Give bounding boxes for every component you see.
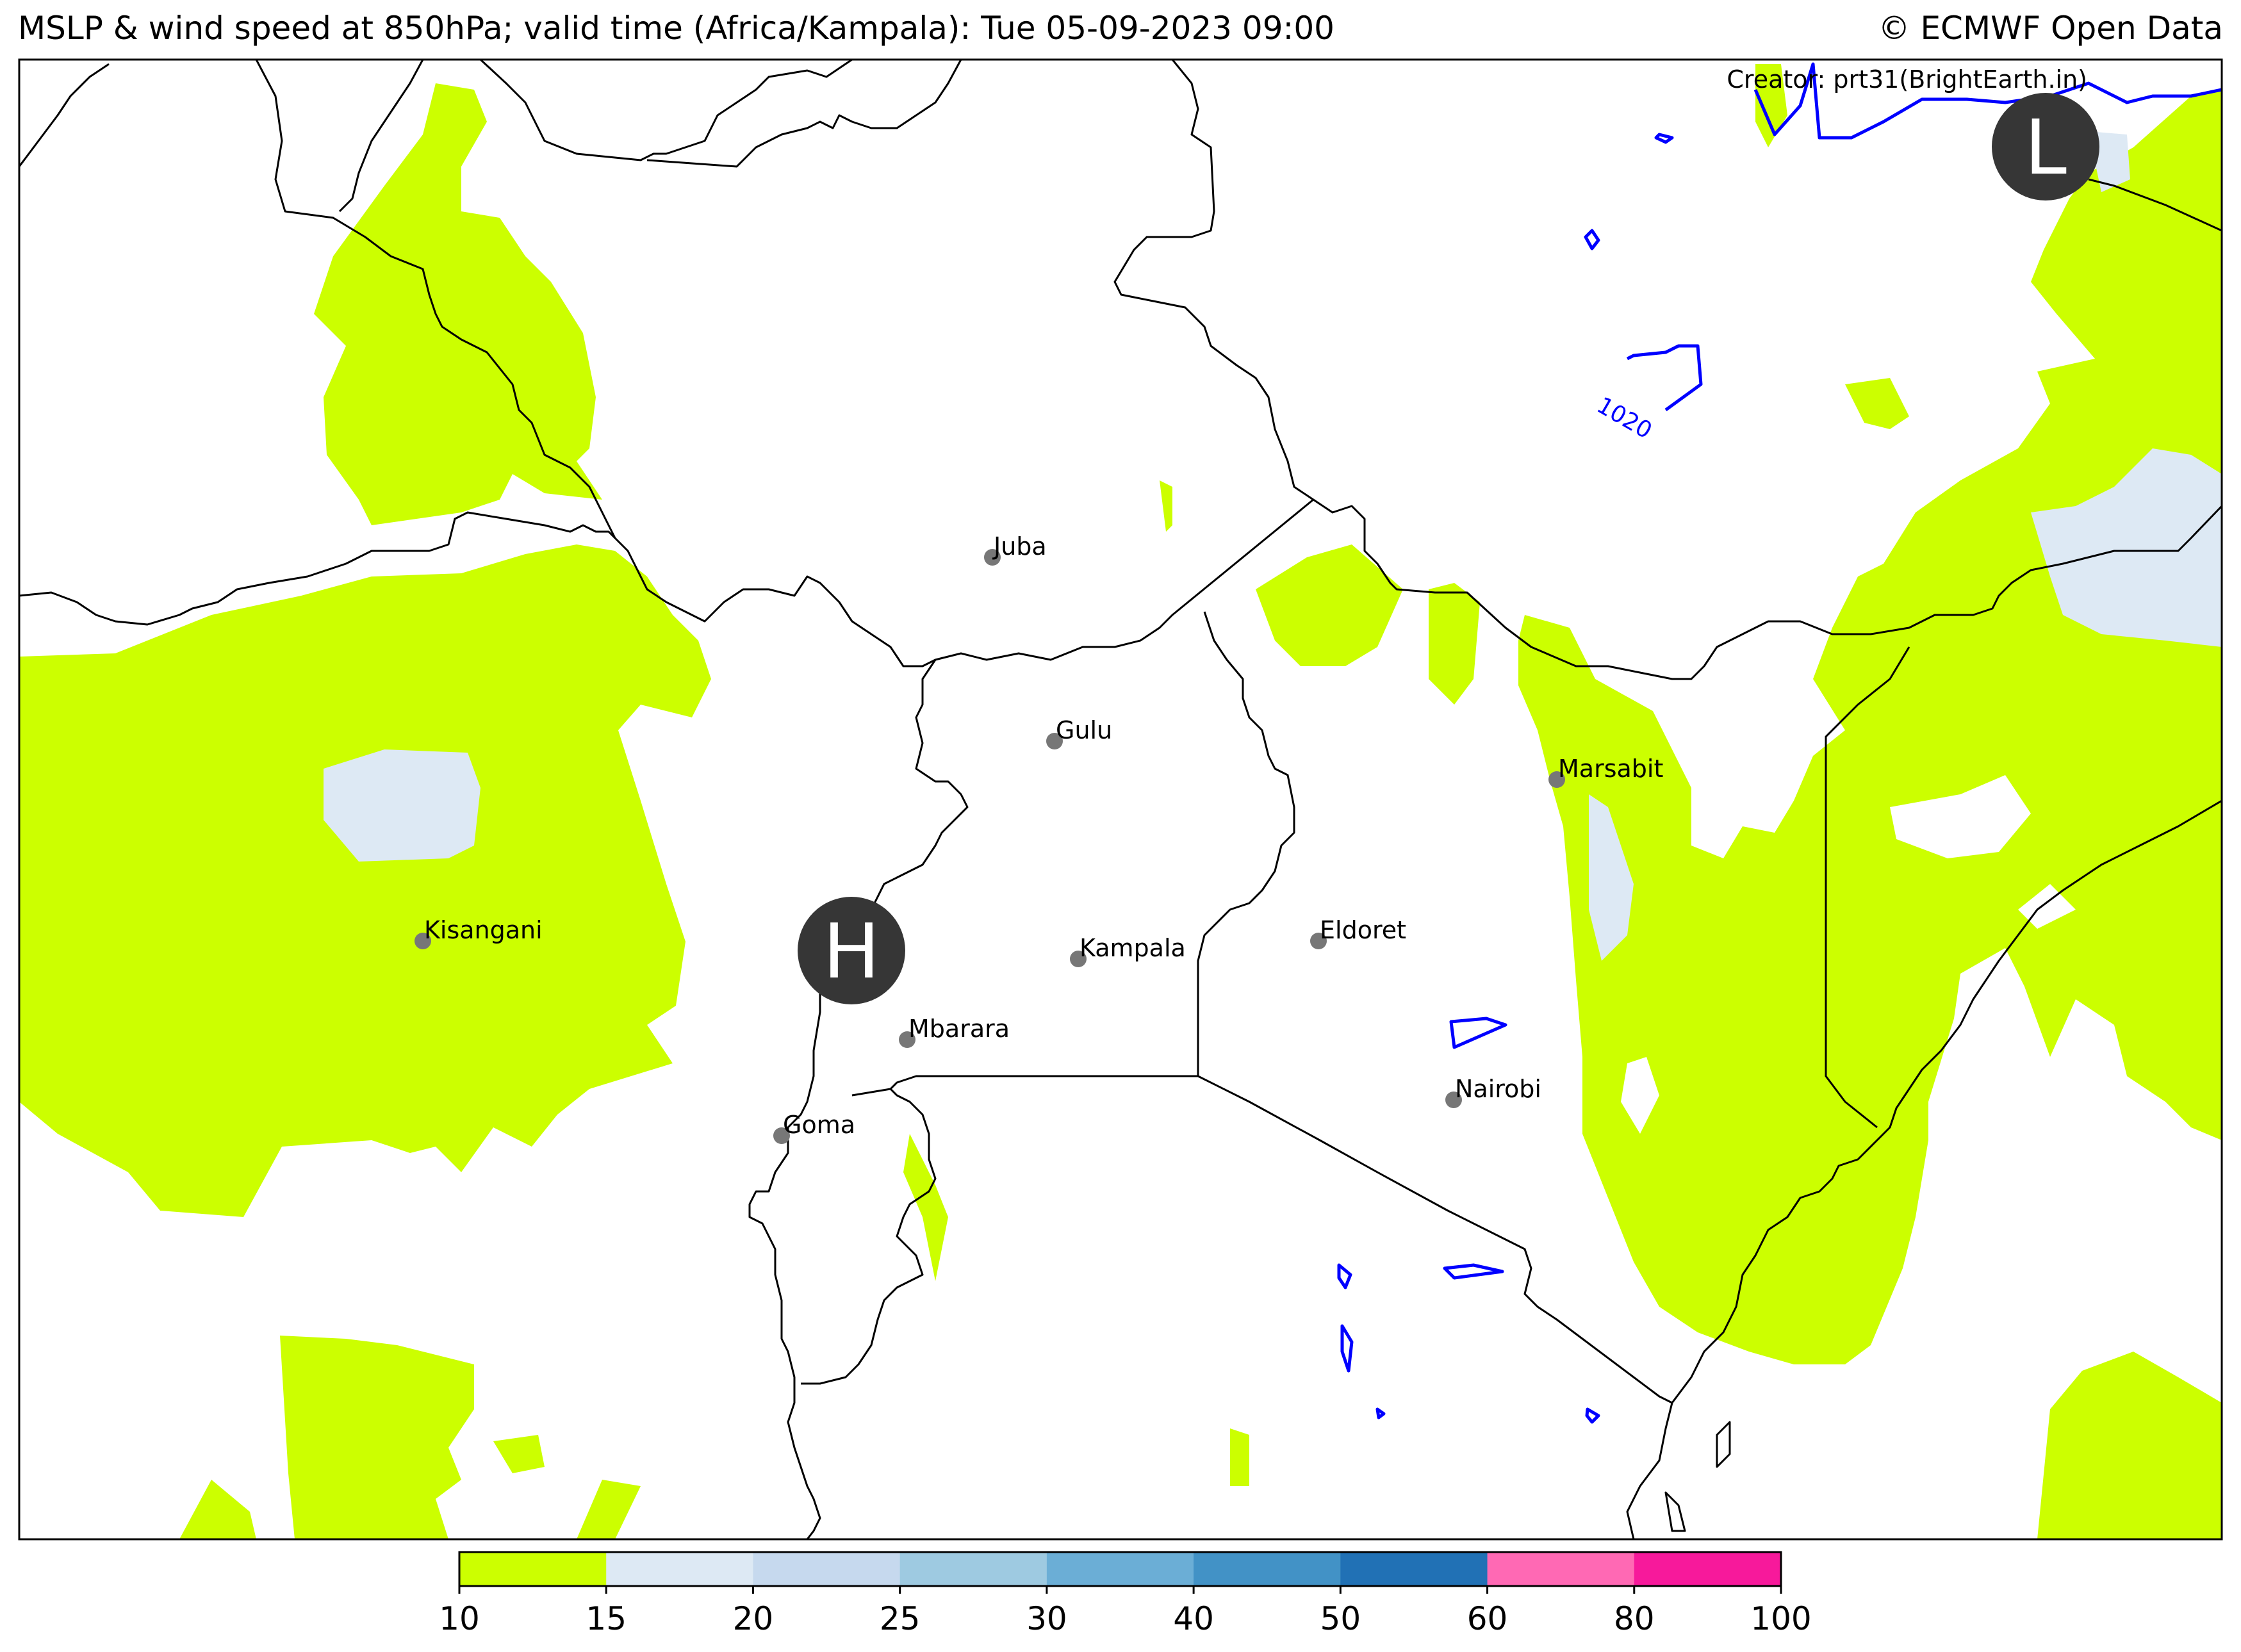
colorbar-segment	[606, 1552, 753, 1586]
city-gulu: Gulu	[1046, 716, 1112, 749]
wind-region-sw-4	[493, 1435, 545, 1473]
wind-region-se	[2037, 1352, 2222, 1539]
wind-region-small-1	[1160, 480, 1172, 532]
wind-region-sudan-1	[1256, 544, 1403, 666]
city-juba: Juba	[984, 532, 1047, 566]
wind-region-sw-2	[179, 1480, 256, 1539]
city-kampala: Kampala	[1070, 934, 1186, 967]
pressure-high-marker: H	[798, 897, 905, 1004]
copyright-label: © ECMWF Open Data	[1878, 10, 2223, 47]
colorbar-tick-label: 80	[1614, 1600, 1655, 1637]
isobar-1020	[1626, 344, 1703, 412]
city-eldoret: Eldoret	[1310, 916, 1406, 949]
colorbar-tick-label: 30	[1026, 1600, 1067, 1637]
city-label: Eldoret	[1320, 916, 1406, 944]
city-label: Goma	[783, 1111, 855, 1139]
calm-holes	[1621, 775, 2076, 1134]
chart-title: MSLP & wind speed at 850hPa; valid time …	[18, 10, 1334, 47]
colorbar-tick-label: 40	[1173, 1600, 1214, 1637]
city-marsabit: Marsabit	[1548, 755, 1663, 788]
city-kisangani: Kisangani	[415, 916, 543, 949]
colorbar-segment	[1487, 1552, 1635, 1586]
city-label: Gulu	[1056, 716, 1112, 744]
colorbar-tick-label: 15	[586, 1600, 627, 1637]
colorbar-segment	[1634, 1552, 1782, 1586]
city-marker-dot	[984, 549, 1001, 566]
city-mbarara: Mbarara	[899, 1015, 1010, 1048]
wind-region-sw-3	[577, 1480, 641, 1539]
city-goma: Goma	[773, 1111, 855, 1144]
wind-region-ne-small	[1845, 378, 1909, 429]
colorbar-tick-label: 50	[1320, 1600, 1361, 1637]
city-marker-dot	[1046, 733, 1063, 749]
isobar-label: 1020	[1593, 392, 1657, 444]
city-marker-dot	[1070, 951, 1087, 967]
city-label: Nairobi	[1455, 1075, 1541, 1103]
map-area: 1020 Juba Gulu Marsabit Kisangani Kampala Eld…	[19, 60, 2222, 1539]
colorbar-tick-label: 20	[733, 1600, 774, 1637]
colorbar-segment	[459, 1552, 607, 1586]
pressure-low-marker: L	[1992, 93, 2099, 200]
colorbar-segment	[753, 1552, 901, 1586]
wind-region-east	[1518, 90, 2222, 1364]
city-marker-dot	[773, 1127, 790, 1144]
pressure-marker-disc	[1992, 93, 2099, 200]
colorbar-segment	[1340, 1552, 1488, 1586]
wind-region-congo	[19, 544, 711, 1217]
pressure-centres: HL	[798, 93, 2099, 1004]
map-frame	[18, 58, 2223, 1541]
country-borders	[19, 60, 2222, 1539]
wind-region-ne-top	[1755, 64, 1787, 147]
city-label: Mbarara	[908, 1015, 1010, 1043]
city-marker-dot	[1548, 771, 1565, 788]
city-label: Marsabit	[1558, 755, 1663, 783]
wind-speed-15-20	[324, 131, 2222, 961]
city-markers: Juba Gulu Marsabit Kisangani Kampala Eldoret M…	[415, 532, 1663, 1144]
colorbar-segment	[1046, 1552, 1194, 1586]
wind-region-kenya-small	[1230, 1428, 1249, 1486]
colorbar: 10 15 20 25 30 40 50 60 80 100	[439, 1551, 1812, 1637]
colorbar-tick-label: 10	[439, 1600, 480, 1637]
colorbar-frame	[458, 1551, 1782, 1587]
isobar-north	[1753, 62, 2222, 140]
wind-region-sw-strip	[903, 1134, 948, 1281]
city-label: Juba	[992, 532, 1047, 560]
city-nairobi: Nairobi	[1445, 1075, 1541, 1108]
colorbar-segment	[899, 1552, 1047, 1586]
pressure-marker-disc	[798, 897, 905, 1004]
city-marker-dot	[1445, 1092, 1462, 1108]
wind-region-sw-1	[280, 1336, 474, 1539]
isobars	[1337, 62, 2222, 1424]
colorbar-tick-label: 60	[1467, 1600, 1508, 1637]
city-marker-dot	[415, 933, 431, 949]
colorbar-tick-label: 25	[880, 1600, 921, 1637]
city-marker-dot	[899, 1031, 915, 1048]
city-label: Kampala	[1079, 934, 1186, 962]
creator-label: Creator: prt31(BrightEarth.in)	[1727, 65, 2087, 94]
city-label: Kisangani	[424, 916, 543, 944]
colorbar-segment	[1194, 1552, 1341, 1586]
wind-region-sudan-2	[1429, 583, 1480, 705]
pressure-letter: H	[823, 907, 880, 995]
wind-region-nw	[314, 83, 602, 525]
wind-speed-shading	[19, 64, 2222, 1539]
colorbar-tick-label: 100	[1750, 1600, 1811, 1637]
city-marker-dot	[1310, 933, 1327, 949]
pressure-letter: L	[2024, 103, 2067, 192]
